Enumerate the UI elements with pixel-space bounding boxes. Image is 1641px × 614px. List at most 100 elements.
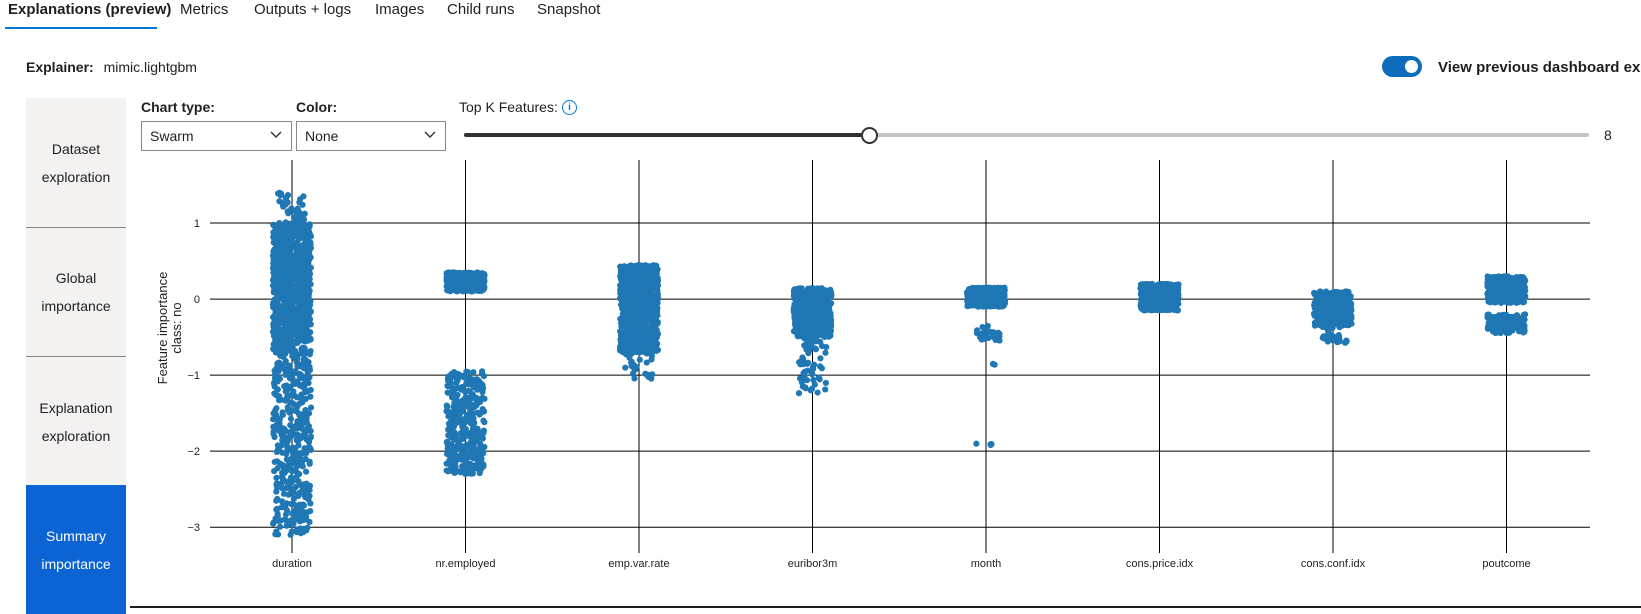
slider-thumb[interactable] [861,127,878,144]
data-point [289,332,295,338]
data-point [652,305,658,311]
data-point [632,264,638,270]
data-point [444,467,450,473]
data-point [792,327,798,333]
tab-snapshot[interactable]: Snapshot [537,1,600,18]
data-point [466,381,472,387]
data-point [1326,313,1332,319]
data-point [473,383,479,389]
data-point [445,408,451,414]
data-point [451,269,457,275]
data-point [802,384,808,390]
data-point [1314,303,1320,309]
data-point [471,443,477,449]
data-point [1168,300,1174,306]
topk-slider[interactable] [464,126,1589,146]
tab-outputs-logs[interactable]: Outputs + logs [254,1,351,18]
data-point [807,309,813,315]
data-point [302,513,308,519]
sidebar-item-explanation-exploration[interactable]: Explanation exploration [26,357,126,486]
sidebar-item-global-importance[interactable]: Global importance [26,227,126,357]
data-point [463,270,469,276]
info-icon[interactable]: i [562,100,577,115]
tab-metrics[interactable]: Metrics [180,1,228,18]
data-point [305,263,311,269]
data-point [1337,316,1343,322]
data-point [289,528,295,534]
data-point [289,375,295,381]
data-point [641,315,647,321]
data-point [303,234,309,240]
data-point [654,297,660,303]
data-point [277,353,283,359]
data-point [467,388,473,394]
data-point [631,362,637,368]
data-point [287,399,293,405]
data-point [270,346,276,352]
data-point [645,302,651,308]
data-point [274,387,280,393]
sidebar-item-summary-importance[interactable]: Summary importance [26,485,126,614]
data-point [973,441,979,447]
data-point [300,259,306,265]
data-point [283,451,289,457]
previous-dashboard-toggle[interactable] [1382,56,1422,77]
data-point [290,388,296,394]
color-dropdown[interactable]: None [296,121,446,151]
data-point [1318,310,1324,316]
data-point [295,463,301,469]
data-point [1144,296,1150,302]
data-point [985,323,991,329]
data-point [274,319,280,325]
sidebar-item-label: Dataset exploration [36,135,116,191]
tab-images[interactable]: Images [375,1,424,18]
chart-grid [210,160,1590,553]
data-point [459,423,465,429]
data-point [474,431,480,437]
data-point [303,413,309,419]
data-point [817,355,823,361]
data-point [644,329,650,335]
tab-child-runs[interactable]: Child runs [447,1,515,18]
data-point [299,346,305,352]
data-point [296,363,302,369]
data-point [1160,282,1166,288]
data-point [1323,289,1329,295]
data-point [645,374,651,380]
sidebar-item-dataset-exploration[interactable]: Dataset exploration [26,98,126,228]
chart-type-dropdown[interactable]: Swarm [141,121,292,151]
data-point [1000,300,1006,306]
data-point [980,330,986,336]
data-point [653,311,659,317]
data-point [465,462,471,468]
data-point [303,325,309,331]
active-tab-indicator [5,27,157,29]
data-point [302,378,308,384]
data-point [291,274,297,280]
data-point [808,286,814,292]
data-point [304,276,310,282]
data-point [1316,293,1322,299]
data-point [451,444,457,450]
data-point [444,439,450,445]
data-point [275,283,281,289]
data-point [297,526,303,532]
data-point [292,219,298,225]
data-point [625,275,631,281]
tab-explanations[interactable]: Explanations (preview) [8,1,171,18]
sidebar-item-label: Global importance [36,264,116,320]
data-point [817,363,823,369]
data-point [303,487,309,493]
data-point [448,381,454,387]
data-point [455,410,461,416]
data-point [821,302,827,308]
data-point [291,486,297,492]
data-point [288,416,294,422]
data-point [301,314,307,320]
data-point [1152,307,1158,313]
data-point [461,279,467,285]
data-point [281,228,287,234]
data-point [294,394,300,400]
data-point [805,350,811,356]
data-point [823,290,829,296]
